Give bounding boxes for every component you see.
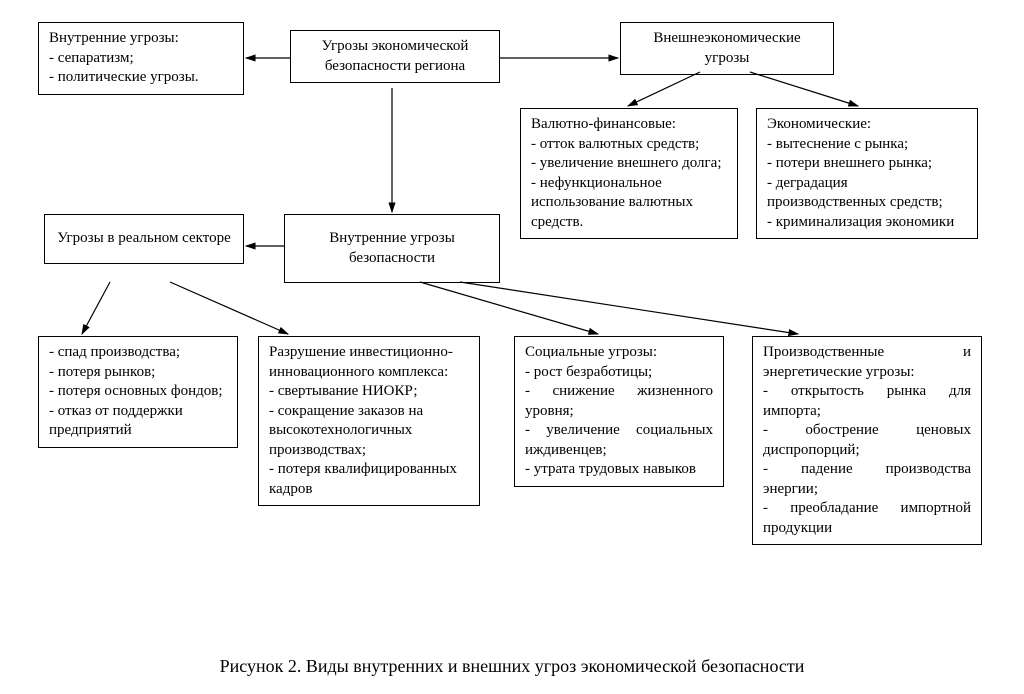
node-text: Угрозы в реальном секторе <box>57 230 231 246</box>
node-bottom3: Социальные угрозы:- рост безработицы;- с… <box>514 336 724 487</box>
node-internal-security: Внутренние угрозы безопасности <box>284 214 500 283</box>
edge <box>460 282 798 334</box>
node-text: Валютно-финансовые:- отток валютных сред… <box>531 116 722 230</box>
edge <box>628 72 700 106</box>
node-text: Внутренние угрозы:- сепаратизм;- политич… <box>49 30 199 85</box>
node-currency: Валютно-финансовые:- отток валютных сред… <box>520 108 738 239</box>
node-text: Внутренние угрозы безопасности <box>329 230 455 266</box>
node-bottom1: - спад производства;- потеря рынков;- по… <box>38 336 238 448</box>
edge <box>750 72 858 106</box>
figure-caption: Рисунок 2. Виды внутренних и внешних угр… <box>0 656 1024 677</box>
node-real-sector: Угрозы в реальном секторе <box>44 214 244 264</box>
caption-text: Рисунок 2. Виды внутренних и внешних угр… <box>220 656 805 676</box>
edge <box>82 282 110 334</box>
node-text: Разрушение инвестиционно-инновационного … <box>269 344 457 497</box>
node-bottom4: Производственные и энергетические угрозы… <box>752 336 982 545</box>
node-central: Угрозы экономической безопасности регион… <box>290 30 500 83</box>
edge <box>420 282 598 334</box>
node-external-top: Внешнеэкономические угрозы <box>620 22 834 75</box>
node-internal-threats-top: Внутренние угрозы:- сепаратизм;- политич… <box>38 22 244 95</box>
node-text: Внешнеэкономические угрозы <box>653 30 800 66</box>
node-text: Производственные и энергетические угрозы… <box>763 344 971 536</box>
node-text: Угрозы экономической безопасности регион… <box>322 38 469 74</box>
node-text: - спад производства;- потеря рынков;- по… <box>49 344 223 438</box>
edge <box>170 282 288 334</box>
node-bottom2: Разрушение инвестиционно-инновационного … <box>258 336 480 506</box>
node-text: Социальные угрозы:- рост безработицы;- с… <box>525 344 713 477</box>
node-economic: Экономические:- вытеснение с рынка;- пот… <box>756 108 978 239</box>
node-text: Экономические:- вытеснение с рынка;- пот… <box>767 116 954 230</box>
